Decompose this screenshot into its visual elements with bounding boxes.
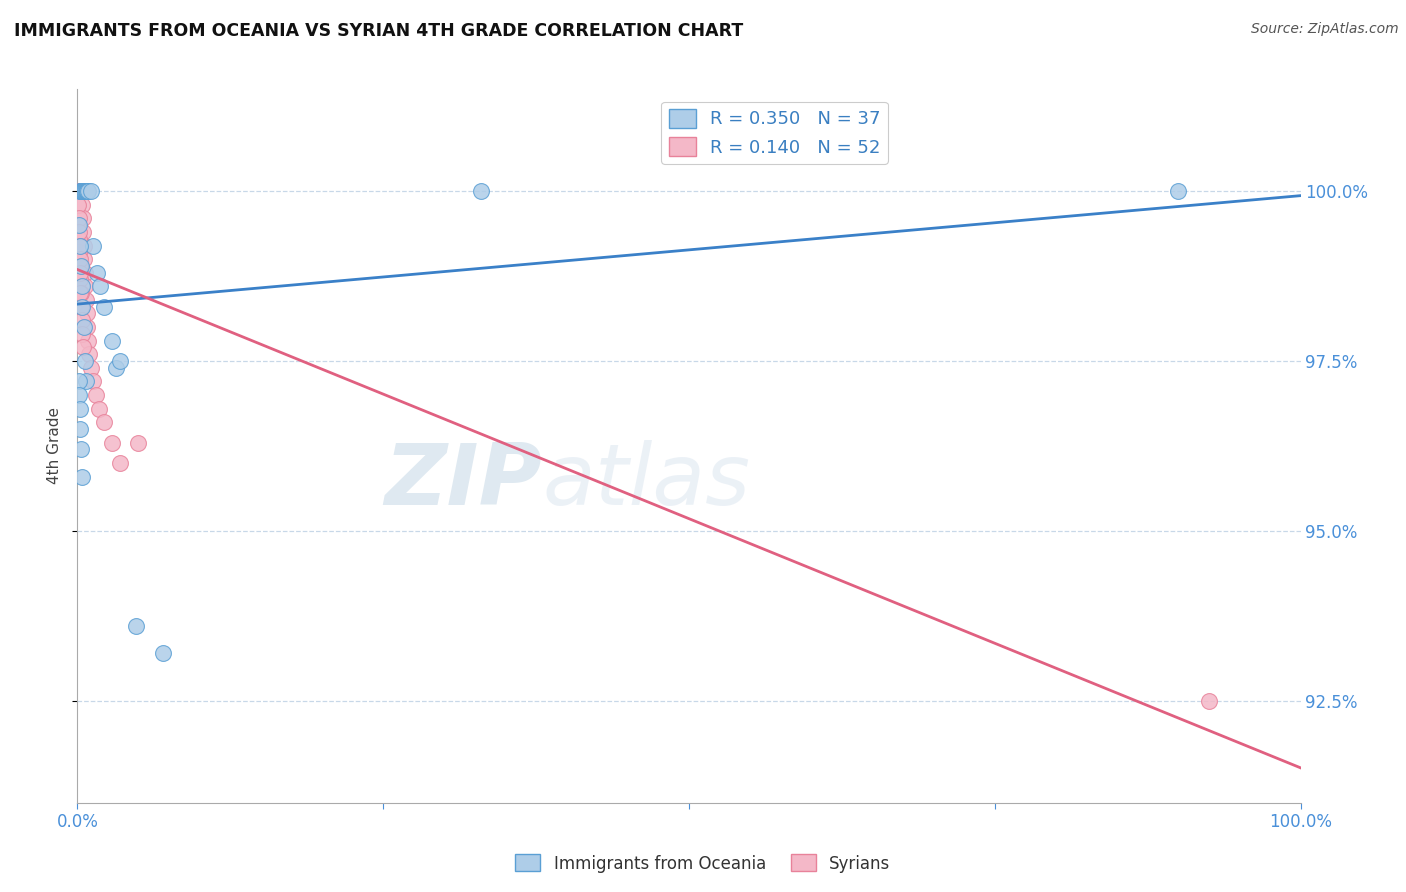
Point	[67, 375, 90, 389]
Point	[89, 401, 111, 416]
Point	[69, 272, 91, 286]
Point	[67, 388, 90, 402]
Point	[73, 238, 96, 252]
Point	[75, 293, 97, 307]
Point	[80, 184, 103, 198]
Point	[108, 354, 131, 368]
Point	[76, 306, 98, 320]
Point	[69, 184, 91, 198]
Point	[69, 238, 91, 252]
Point	[69, 266, 91, 280]
Point	[73, 184, 96, 198]
Point	[80, 360, 103, 375]
Point	[93, 415, 115, 429]
Point	[69, 184, 91, 198]
Point	[128, 435, 150, 450]
Point	[67, 218, 90, 232]
Point	[67, 184, 90, 198]
Point	[67, 184, 90, 198]
Point	[100, 334, 122, 348]
Y-axis label: 4th Grade: 4th Grade	[46, 408, 62, 484]
Point	[70, 184, 93, 198]
Text: ZIP: ZIP	[384, 440, 543, 524]
Text: IMMIGRANTS FROM OCEANIA VS SYRIAN 4TH GRADE CORRELATION CHART: IMMIGRANTS FROM OCEANIA VS SYRIAN 4TH GR…	[14, 22, 744, 40]
Point	[69, 422, 91, 436]
Point	[84, 388, 107, 402]
Point	[72, 300, 94, 314]
Point	[75, 354, 97, 368]
Point	[67, 184, 90, 198]
Point	[67, 232, 90, 246]
Point	[72, 184, 94, 198]
Point	[82, 375, 104, 389]
Legend: R = 0.350   N = 37, R = 0.140   N = 52: R = 0.350 N = 37, R = 0.140 N = 52	[661, 102, 887, 164]
Point	[76, 184, 98, 198]
Point	[66, 184, 89, 198]
Point	[76, 320, 98, 334]
Point	[67, 198, 90, 212]
Point	[73, 184, 96, 198]
Point	[70, 184, 93, 198]
Point	[72, 211, 94, 226]
Point	[69, 401, 91, 416]
Point	[86, 266, 108, 280]
Point	[82, 238, 104, 252]
Point	[1167, 184, 1189, 198]
Point	[69, 184, 91, 198]
Point	[67, 184, 90, 198]
Point	[67, 218, 90, 232]
Point	[76, 184, 98, 198]
Point	[100, 435, 122, 450]
Point	[69, 442, 91, 457]
Point	[93, 300, 115, 314]
Point	[77, 184, 100, 198]
Point	[470, 184, 492, 198]
Point	[69, 184, 91, 198]
Point	[69, 259, 91, 273]
Point	[108, 456, 131, 470]
Point	[70, 300, 93, 314]
Point	[70, 184, 93, 198]
Point	[69, 286, 91, 301]
Point	[70, 313, 93, 327]
Point	[75, 279, 97, 293]
Point	[105, 360, 128, 375]
Point	[69, 238, 91, 252]
Point	[70, 279, 93, 293]
Point	[67, 225, 90, 239]
Point	[89, 279, 111, 293]
Point	[67, 245, 90, 260]
Point	[70, 469, 93, 483]
Point	[70, 184, 93, 198]
Point	[75, 184, 97, 198]
Point	[72, 198, 94, 212]
Text: Source: ZipAtlas.com: Source: ZipAtlas.com	[1251, 22, 1399, 37]
Point	[73, 320, 96, 334]
Point	[70, 326, 93, 341]
Point	[70, 184, 93, 198]
Point	[69, 252, 91, 266]
Point	[73, 266, 96, 280]
Point	[77, 334, 100, 348]
Point	[69, 286, 91, 301]
Point	[69, 184, 91, 198]
Point	[75, 375, 97, 389]
Point	[69, 184, 91, 198]
Point	[70, 184, 93, 198]
Point	[77, 347, 100, 361]
Text: atlas: atlas	[543, 440, 751, 524]
Point	[152, 646, 174, 660]
Legend: Immigrants from Oceania, Syrians: Immigrants from Oceania, Syrians	[509, 847, 897, 880]
Point	[72, 341, 94, 355]
Point	[67, 211, 90, 226]
Point	[72, 225, 94, 239]
Point	[1198, 694, 1220, 708]
Point	[73, 252, 96, 266]
Point	[69, 184, 91, 198]
Point	[125, 619, 148, 633]
Point	[69, 259, 91, 273]
